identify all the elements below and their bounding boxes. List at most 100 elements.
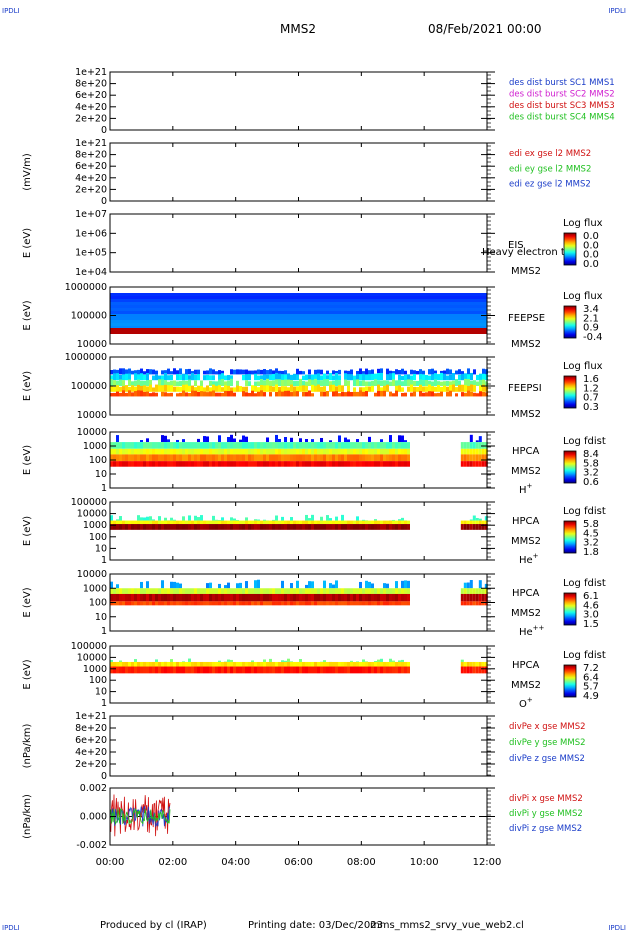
y-axis-label: (nPa/km): [22, 724, 33, 769]
spectrogram-cell: [203, 375, 206, 381]
spectrogram-cell: [323, 524, 326, 530]
spectrogram-cell: [257, 442, 260, 449]
spectrogram-cell: [119, 448, 122, 455]
spectrogram-cell: [221, 666, 224, 674]
spectrogram-cell: [164, 524, 167, 530]
spectrogram-band: [110, 317, 487, 320]
spectrogram-cell: [401, 448, 404, 455]
spectrogram-cell: [119, 461, 122, 467]
spectrogram-cell: [227, 448, 230, 455]
spectrogram-cell: [341, 454, 344, 462]
spectrogram-cell: [374, 593, 377, 602]
spectrogram-cell: [227, 520, 230, 525]
spectrogram-cell: [389, 448, 392, 455]
spectrogram-cell: [296, 520, 299, 525]
spectrogram-cell: [149, 369, 152, 375]
spectrogram-cell: [338, 448, 341, 455]
spectrogram-cell: [170, 385, 173, 392]
spectrogram-cell: [335, 371, 338, 375]
spectrogram-cell: [263, 666, 266, 674]
spectrogram-cell: [266, 461, 269, 467]
spectrogram-cell: [161, 524, 164, 530]
spectrogram-cell: [206, 392, 209, 397]
spectrogram-cell: [167, 524, 170, 530]
spectrogram-cell: [305, 448, 308, 455]
spectrogram-cell: [215, 442, 218, 449]
spectrogram-cell: [125, 373, 128, 381]
spectrogram-cell: [425, 375, 428, 381]
spectrogram-cell: [314, 378, 317, 386]
spectrogram-cell: [401, 659, 404, 662]
spectrogram-cell: [460, 454, 464, 462]
spectrogram-cell: [320, 391, 323, 397]
spectrogram-cell: [176, 593, 179, 602]
spectrogram-cell: [155, 593, 158, 602]
spectrogram-cell: [209, 593, 212, 602]
spectrogram-cell: [371, 380, 374, 386]
spectrogram-cell: [152, 442, 155, 449]
spectrogram-cell: [281, 516, 284, 521]
spectrogram-cell: [392, 661, 395, 667]
spectrogram-cell: [236, 448, 239, 455]
spectrogram-cell: [475, 440, 479, 443]
spectrogram-cell: [218, 461, 221, 467]
spectrogram-cell: [443, 373, 446, 381]
spectrogram-cell: [296, 368, 299, 375]
spectrogram-cell: [281, 660, 284, 662]
spectrogram-cell: [224, 585, 227, 589]
spectrogram-cell: [266, 661, 269, 667]
spectrogram-cell: [197, 391, 200, 397]
spectrogram-cell: [242, 593, 245, 602]
spectrogram-cell: [173, 588, 176, 594]
spectrogram-cell: [302, 371, 305, 375]
spectrogram-cell: [284, 593, 287, 602]
spectrogram-cell: [278, 461, 281, 467]
spectrogram-cell: [185, 454, 188, 462]
spectrogram-cell: [143, 391, 146, 397]
spectrogram-cell: [197, 517, 200, 521]
spectrogram-cell: [434, 379, 437, 386]
spectrogram-cell: [290, 588, 293, 594]
spectrogram-cell: [419, 373, 422, 381]
spectrogram-cell: [320, 375, 323, 381]
y-tick-label: 1: [101, 626, 107, 637]
spectrogram-cell: [479, 373, 482, 381]
colorbar-title: Log fdist: [563, 578, 606, 589]
spectrogram-cell: [332, 524, 335, 530]
spectrogram-cell: [275, 593, 278, 602]
spectrogram-cell: [266, 454, 269, 462]
spectrogram-cell: [134, 666, 137, 674]
spectrogram-cell: [146, 461, 149, 467]
y-tick-label: 8e+20: [75, 723, 107, 734]
spectrogram-cell: [401, 593, 404, 602]
spectrogram-cell: [308, 448, 311, 455]
spectrogram-cell: [248, 392, 251, 397]
spectrogram-cell: [323, 593, 326, 602]
spectrogram-cell: [371, 448, 374, 455]
spectrogram-cell: [338, 375, 341, 381]
spectrogram-cell: [149, 601, 152, 606]
spectrogram-cell: [314, 442, 317, 449]
spectrogram-cell: [284, 390, 287, 397]
spectrogram-cell: [317, 454, 320, 462]
spectrogram-cell: [296, 580, 299, 589]
spectrogram-cell: [239, 588, 242, 594]
y-axis-label: (nPa/km): [22, 794, 33, 839]
spectrogram-cell: [293, 373, 296, 381]
spectrogram-cell: [356, 661, 359, 662]
colorbar-tick-label: 5.8: [583, 519, 599, 530]
spectrogram-cell: [371, 601, 374, 606]
spectrogram-cell: [206, 583, 209, 589]
spectrogram-cell: [410, 375, 413, 381]
spectrogram-cell: [284, 370, 287, 375]
spectrogram-cell: [329, 588, 332, 594]
spectrogram-cell: [119, 520, 122, 525]
spectrogram-cell: [314, 593, 317, 602]
spectrogram-cell: [317, 601, 320, 606]
spectrogram-cell: [374, 661, 377, 662]
spectrogram-cell: [128, 461, 131, 467]
spectrogram-cell: [383, 442, 386, 449]
spectrogram-cell: [134, 659, 137, 662]
spectrogram-cell: [170, 461, 173, 467]
spectrogram-cell: [287, 379, 290, 386]
